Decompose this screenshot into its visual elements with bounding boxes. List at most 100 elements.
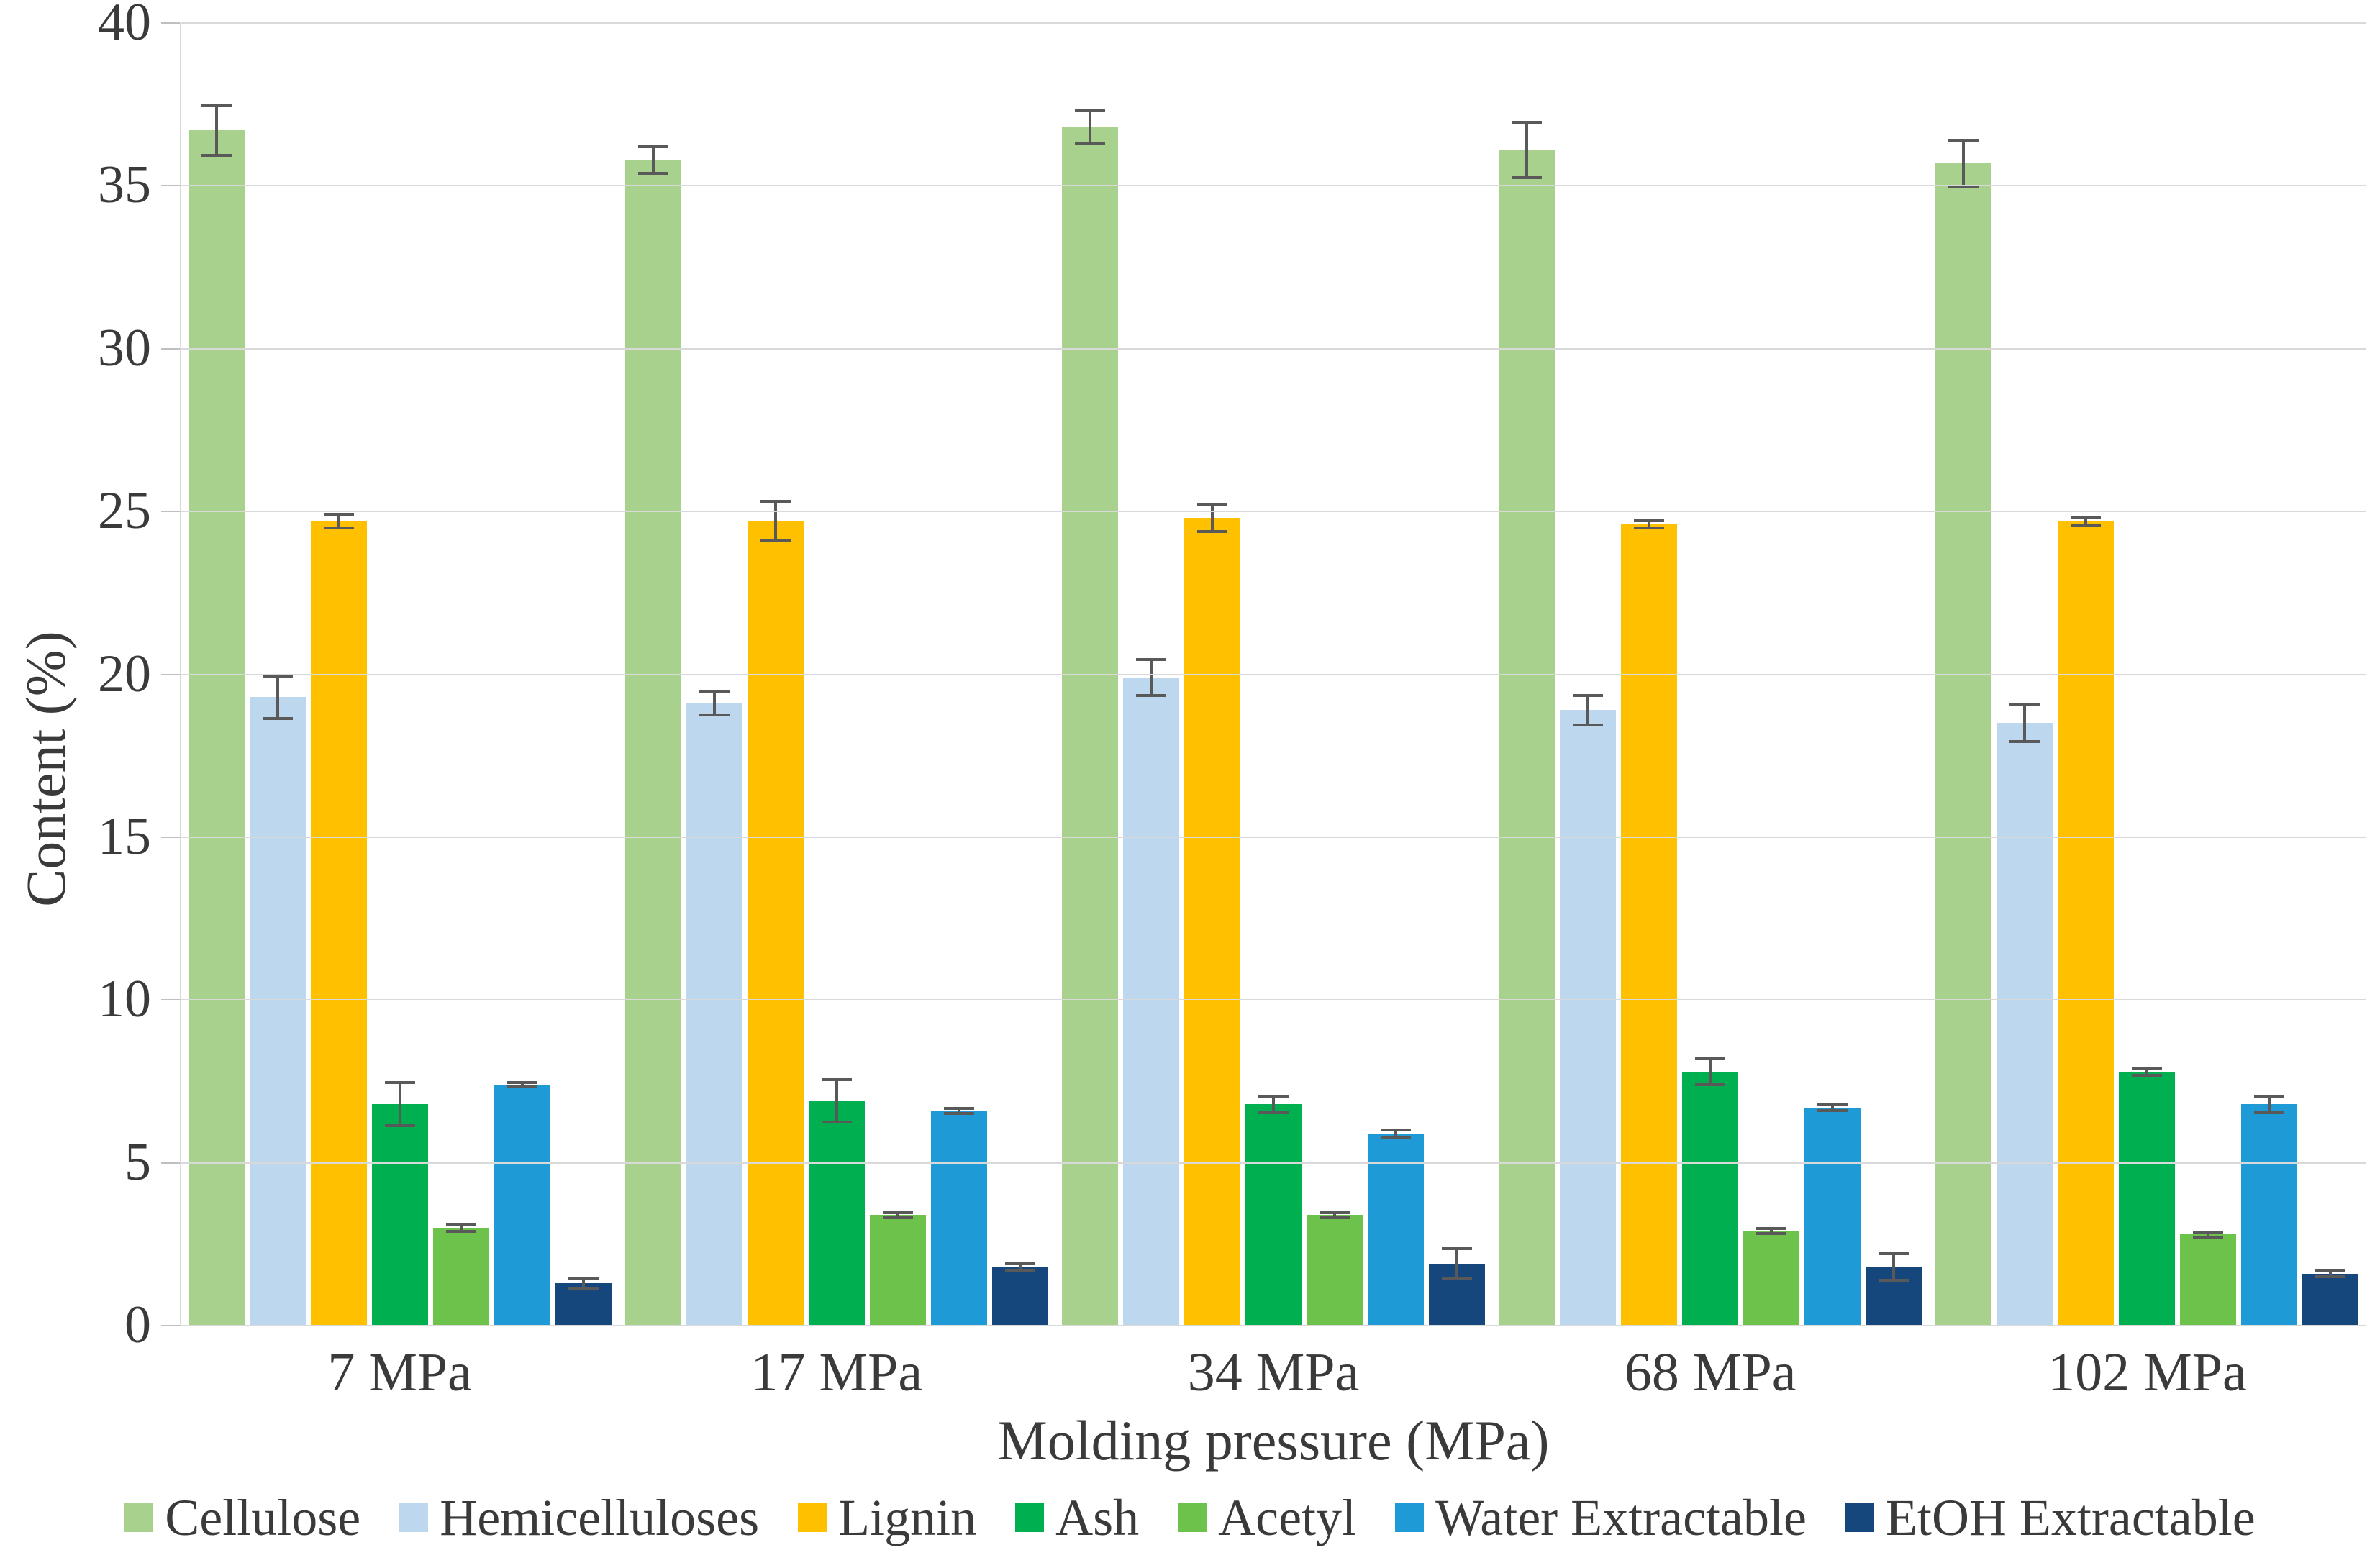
error-bar: [2254, 1094, 2285, 1114]
error-bar-stem: [276, 674, 279, 720]
error-bar-cap-top: [943, 1106, 974, 1110]
error-bar: [1573, 693, 1604, 726]
y-tick-mark-30: [161, 347, 180, 350]
legend: Cellulose Hemicelluloses Lignin Ash Acetyl Wa…: [0, 1490, 2380, 1545]
error-bar-cap-top: [2009, 703, 2040, 707]
bar-etoh-extractable-7-mpa: [555, 1277, 612, 1326]
error-bar-stem: [2084, 516, 2088, 527]
legend-swatch-lignin: [798, 1503, 827, 1532]
error-bar: [2193, 1230, 2224, 1239]
error-bar: [699, 690, 730, 717]
error-bar-cap-bottom: [760, 539, 791, 543]
bar-etoh-extractable-17-mpa: [991, 1262, 1048, 1326]
error-bar-stem: [581, 1277, 585, 1290]
error-bar-cap-bottom: [2071, 523, 2102, 527]
error-bar: [637, 145, 668, 175]
bar-water-extractable-68-mpa: [1804, 1102, 1861, 1326]
legend-swatch-cellulose: [124, 1503, 154, 1532]
bar-etoh-extractable-68-mpa: [1866, 1252, 1922, 1326]
error-bar: [1075, 109, 1105, 145]
y-tick-mark-20: [161, 673, 180, 675]
error-bar-cap-top: [384, 1081, 415, 1085]
bar-cellulose-17-mpa: [624, 145, 681, 1326]
gridline-y-10: [181, 999, 2366, 1001]
error-bar-cap-top: [2071, 516, 2102, 519]
error-bar-cap-bottom: [699, 714, 730, 717]
y-tick-label-25: 25: [98, 481, 151, 541]
gridline-y-35: [181, 185, 2366, 187]
error-bar-cap-top: [1817, 1102, 1848, 1106]
error-bar-cap-top: [2315, 1268, 2346, 1272]
error-bar: [384, 1081, 415, 1127]
legend-item-ash: Ash: [1015, 1490, 1139, 1545]
error-bar-stem: [459, 1223, 463, 1233]
y-tick-mark-10: [161, 999, 180, 1001]
error-bar-cap-bottom: [637, 171, 668, 175]
bar-ash-68-mpa: [1682, 1057, 1739, 1326]
error-bar: [1442, 1247, 1472, 1280]
bar-water-extractable-7-mpa: [494, 1080, 550, 1326]
bar-cellulose-68-mpa: [1499, 120, 1555, 1326]
y-tick-mark-25: [161, 511, 180, 513]
y-tick-label-5: 5: [124, 1132, 151, 1192]
error-bar-cap-top: [760, 500, 791, 503]
legend-item-cellulose: Cellulose: [124, 1490, 360, 1545]
error-bar: [882, 1211, 913, 1219]
error-bar-cap-top: [1320, 1211, 1350, 1214]
gridline-y-40: [181, 22, 2366, 24]
y-tick-label-0: 0: [124, 1295, 151, 1354]
error-bar-stem: [712, 690, 716, 717]
error-bar: [201, 104, 232, 157]
error-bar-cap-bottom: [323, 527, 354, 530]
error-bar-stem: [1272, 1094, 1275, 1114]
x-label-34-mpa: 34 MPa: [1187, 1342, 1360, 1403]
error-bar: [507, 1080, 537, 1089]
error-bar: [1320, 1211, 1350, 1219]
bar-cellulose-7-mpa: [188, 104, 245, 1326]
error-bar-stem: [2329, 1268, 2333, 1279]
error-bar: [445, 1223, 476, 1233]
legend-item-lignin: Lignin: [798, 1490, 976, 1545]
bar-water-extractable-102-mpa: [2241, 1094, 2298, 1326]
error-bar-cap-bottom: [507, 1085, 537, 1089]
error-bar: [1381, 1129, 1411, 1139]
error-bar-stem: [1333, 1211, 1336, 1219]
error-bar-cap-bottom: [1442, 1277, 1472, 1280]
legend-item-hemicelluloses: Hemicelluloses: [399, 1490, 759, 1545]
error-bar-cap-top: [2193, 1230, 2224, 1234]
error-bar-stem: [214, 104, 218, 157]
y-tick-mark-5: [161, 1162, 180, 1164]
error-bar: [1948, 138, 1979, 188]
error-bar-cap-top: [1756, 1227, 1787, 1231]
bar-acetyl-17-mpa: [869, 1211, 926, 1326]
error-bar-cap-bottom: [1879, 1278, 1909, 1282]
bar-lignin-7-mpa: [310, 513, 367, 1326]
legend-label: Acetyl: [1218, 1489, 1357, 1546]
bar-hemicelluloses-17-mpa: [686, 690, 742, 1326]
error-bar-cap-top: [1879, 1252, 1909, 1256]
legend-swatch-etoh-extractable: [1845, 1503, 1874, 1532]
bar-acetyl-34-mpa: [1307, 1211, 1363, 1326]
legend-swatch-acetyl: [1178, 1503, 1207, 1532]
bar-water-extractable-34-mpa: [1368, 1129, 1424, 1326]
error-bar-cap-top: [568, 1277, 599, 1280]
error-bar-cap-top: [699, 690, 730, 694]
error-bar-stem: [520, 1080, 524, 1089]
error-bar-stem: [1018, 1262, 1022, 1272]
bar-ash-7-mpa: [371, 1081, 428, 1326]
error-bar-stem: [1089, 109, 1091, 145]
error-bar-stem: [1831, 1102, 1835, 1113]
bar-hemicelluloses-68-mpa: [1560, 693, 1617, 1326]
error-bar-cap-bottom: [882, 1216, 913, 1219]
bar-hemicelluloses-34-mpa: [1123, 657, 1179, 1326]
error-bar-cap-bottom: [2254, 1111, 2285, 1114]
y-tick-label-40: 40: [98, 0, 151, 52]
error-bar: [821, 1077, 852, 1124]
x-axis-title: Molding pressure (MPa): [997, 1409, 1550, 1472]
error-bar-cap-bottom: [445, 1229, 476, 1233]
bar-cellulose-34-mpa: [1062, 109, 1118, 1326]
error-bar-cap-bottom: [1320, 1216, 1350, 1219]
error-bar-stem: [1455, 1247, 1458, 1280]
error-bar-cap-top: [445, 1223, 476, 1226]
y-tick-mark-40: [161, 22, 180, 24]
